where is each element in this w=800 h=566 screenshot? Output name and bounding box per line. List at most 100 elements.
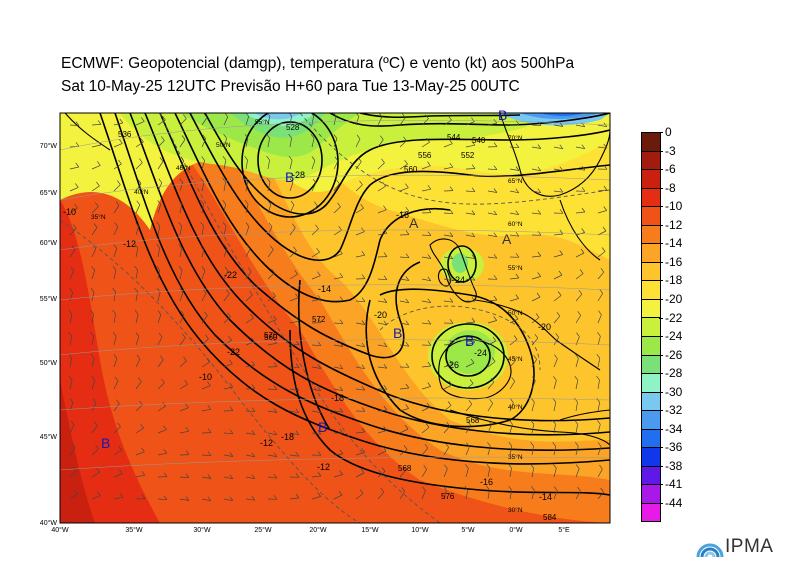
wind-barb-feather	[140, 423, 144, 429]
wind-barb-feather	[200, 199, 204, 205]
wind-barb	[113, 403, 120, 412]
wind-barb	[355, 207, 364, 214]
wind-barb-feather	[597, 420, 601, 425]
wind-barb-feather	[317, 492, 321, 497]
wind-barb-feather	[97, 140, 102, 146]
contour-label: 560	[264, 333, 278, 342]
legend-swatch	[641, 169, 661, 188]
wind-barb	[69, 207, 78, 214]
wind-barb-feather	[403, 445, 408, 450]
wind-barb-feather	[114, 222, 119, 228]
wind-barb	[575, 468, 580, 478]
wind-barb	[311, 116, 314, 126]
wind-barb	[69, 336, 72, 346]
wind-barb-feather	[68, 353, 72, 359]
wind-barb	[289, 366, 300, 369]
wind-barb-feather	[427, 298, 432, 303]
wind-barb	[179, 360, 187, 368]
wind-barb-feather	[266, 133, 270, 139]
wind-barb-feather	[178, 243, 182, 249]
wind-barb-feather	[273, 495, 278, 500]
wind-barb-feather	[183, 114, 187, 119]
wind-barb	[223, 454, 233, 457]
wind-barb-feather	[119, 139, 123, 144]
wind-barb	[443, 256, 453, 260]
wind-barb	[135, 183, 142, 192]
wind-barb	[201, 408, 211, 412]
wind-barb-feather	[97, 161, 101, 166]
wind-barb-feather	[361, 427, 366, 433]
wind-barb	[201, 315, 208, 324]
grid-label: 35°N	[508, 453, 523, 461]
wind-barb-feather	[72, 443, 76, 448]
wind-barb	[597, 314, 602, 324]
wind-barb	[553, 490, 558, 500]
lon-label: 5°W	[461, 526, 475, 534]
wind-barb-feather	[488, 420, 492, 425]
wind-barb	[531, 296, 541, 302]
wind-barb-feather	[295, 408, 300, 414]
wind-barb-feather	[251, 452, 256, 458]
wind-barb	[575, 273, 584, 280]
temp-label: -24	[452, 275, 465, 285]
wind-barb	[157, 382, 165, 390]
wind-barb	[179, 498, 189, 501]
grid-label: 50°N	[508, 309, 523, 317]
wind-barb-feather	[553, 464, 557, 469]
wind-barb	[377, 278, 388, 281]
wind-barb-feather	[339, 249, 343, 254]
wind-barb	[69, 166, 79, 170]
temp-label: -22	[224, 270, 237, 280]
wind-barb	[157, 405, 166, 412]
legend-swatch	[641, 336, 661, 355]
wind-barb-feather	[493, 165, 498, 170]
wind-barb-feather	[338, 225, 342, 231]
wind-barb	[421, 234, 432, 237]
wind-barb	[179, 337, 186, 346]
wind-barb-feather	[273, 362, 278, 367]
contour-label: 528	[286, 123, 300, 132]
temp-label: -12	[317, 462, 330, 472]
wind-barb	[465, 321, 475, 324]
wind-barb	[531, 337, 539, 346]
wind-barb-feather	[244, 199, 249, 205]
wind-barb-feather	[490, 377, 495, 383]
wind-barb	[355, 231, 365, 236]
wind-barb-feather	[249, 290, 253, 296]
wind-barb-feather	[270, 245, 274, 250]
wind-barb	[465, 446, 470, 456]
wind-barb-feather	[182, 333, 186, 338]
wind-barb-feather	[69, 288, 73, 293]
wind-barb-feather	[358, 157, 362, 162]
wind-barb-feather	[402, 113, 406, 118]
wind-barb-feather	[574, 375, 579, 381]
wind-barb	[113, 449, 122, 456]
wind-barb	[377, 344, 387, 348]
legend-label: -18	[658, 273, 682, 287]
wind-barb-feather	[515, 120, 520, 125]
wind-barb-feather	[178, 199, 183, 205]
wind-barb-feather	[380, 135, 384, 140]
wind-barb-feather	[91, 266, 95, 271]
wind-barb-feather	[141, 494, 146, 499]
wind-barb	[223, 293, 230, 302]
wind-barb-feather	[112, 287, 116, 293]
wind-barb-feather	[515, 166, 520, 171]
wind-barb	[399, 210, 409, 214]
wind-barb-feather	[511, 377, 515, 382]
wind-barb-feather	[295, 293, 299, 298]
wind-barb-feather	[113, 354, 118, 359]
low-center: B	[318, 419, 327, 435]
wind-barb-feather	[295, 340, 300, 345]
wind-barb-feather	[443, 486, 447, 491]
wind-barb-feather	[449, 186, 454, 191]
wind-barb-feather	[603, 206, 607, 211]
wind-barb-feather	[471, 210, 476, 215]
wind-barb-feather	[493, 316, 497, 321]
legend-label: -41	[658, 477, 682, 491]
wind-barb-feather	[555, 333, 559, 338]
wind-barb	[487, 403, 493, 412]
wind-barb	[113, 205, 120, 214]
wind-barb-feather	[222, 199, 226, 205]
wind-barb-feather	[405, 230, 410, 235]
